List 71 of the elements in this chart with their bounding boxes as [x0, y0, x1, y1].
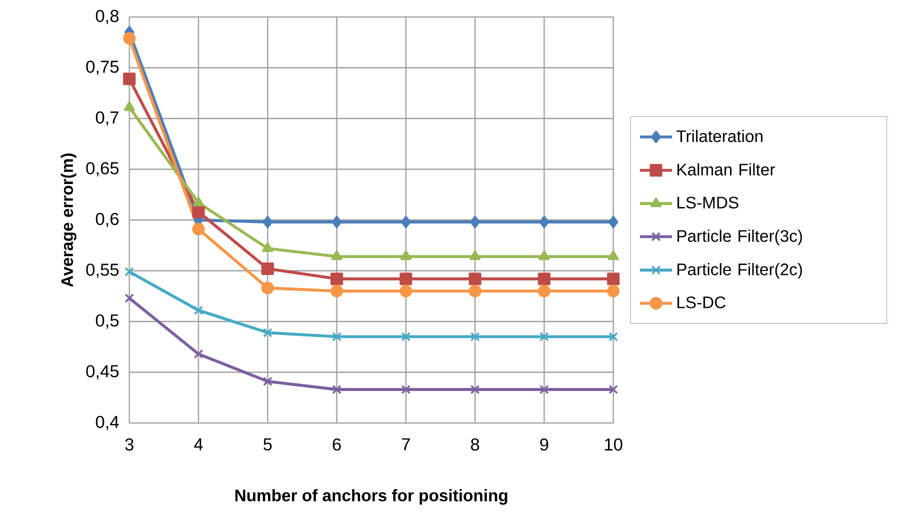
point	[332, 384, 342, 394]
y-tick-label: 0,8	[96, 10, 119, 24]
x-tick-label: 6	[332, 438, 341, 451]
point	[470, 332, 480, 342]
point	[123, 72, 136, 86]
point	[470, 216, 480, 228]
x-tick-label: 10	[605, 438, 622, 451]
y-tick-label: 0,6	[96, 212, 119, 228]
point	[192, 196, 204, 206]
x-tick-label: 5	[263, 438, 272, 450]
point	[192, 222, 205, 236]
point	[262, 216, 273, 228]
point	[538, 272, 550, 286]
point	[330, 272, 344, 286]
x-tick-label: 7	[402, 438, 410, 450]
point	[539, 216, 550, 228]
y-tick-label: 0,75	[86, 60, 119, 75]
point	[262, 376, 272, 386]
x-tick-label: 4	[194, 438, 203, 450]
point	[538, 284, 550, 298]
point	[401, 332, 411, 342]
y-tick-label: 0,5	[96, 314, 119, 329]
y-tick-label: 0,45	[86, 365, 119, 380]
point	[468, 284, 482, 298]
x-axis-title: Number of anchors for positioning	[235, 489, 508, 505]
point	[400, 250, 412, 260]
point	[400, 284, 412, 298]
legend-label: LS-DC	[677, 296, 726, 308]
point	[607, 284, 620, 298]
point	[332, 332, 342, 342]
legend-label: Particle Filter(3c)	[677, 230, 802, 246]
point	[538, 250, 550, 260]
point	[262, 242, 274, 252]
point	[192, 206, 205, 218]
point	[194, 306, 204, 316]
point	[468, 272, 482, 286]
point	[539, 332, 549, 342]
point	[400, 216, 411, 228]
point	[608, 384, 618, 394]
point	[124, 267, 134, 276]
point	[469, 250, 481, 260]
point	[261, 282, 274, 294]
legend-label: Trilateration	[676, 130, 762, 142]
point	[470, 384, 480, 394]
x-tick-label: 8	[470, 438, 480, 451]
legend-label: Kalman Filter	[677, 163, 775, 176]
point	[331, 250, 342, 260]
point	[608, 332, 618, 342]
point	[401, 384, 411, 394]
y-tick-label: 0,7	[96, 111, 118, 126]
point	[608, 216, 618, 228]
y-tick-label: 0,65	[86, 162, 119, 176]
legend-label: Particle Filter(2c)	[677, 263, 802, 279]
point	[539, 384, 549, 394]
x-tick-label: 3	[125, 438, 134, 451]
point	[194, 349, 204, 359]
y-axis-title: Average error(m)	[60, 154, 76, 287]
y-tick-label: 0,4	[96, 416, 119, 430]
point	[262, 328, 272, 338]
legend-label: LS-MDS	[677, 196, 738, 208]
point	[123, 32, 136, 45]
point	[261, 262, 274, 275]
point	[607, 272, 620, 286]
point	[608, 250, 619, 260]
point	[330, 284, 344, 298]
y-tick-label: 0,55	[86, 264, 119, 278]
point	[400, 272, 412, 286]
point	[124, 101, 135, 111]
point	[124, 293, 134, 303]
x-tick-label: 9	[540, 438, 548, 451]
point	[332, 216, 342, 228]
